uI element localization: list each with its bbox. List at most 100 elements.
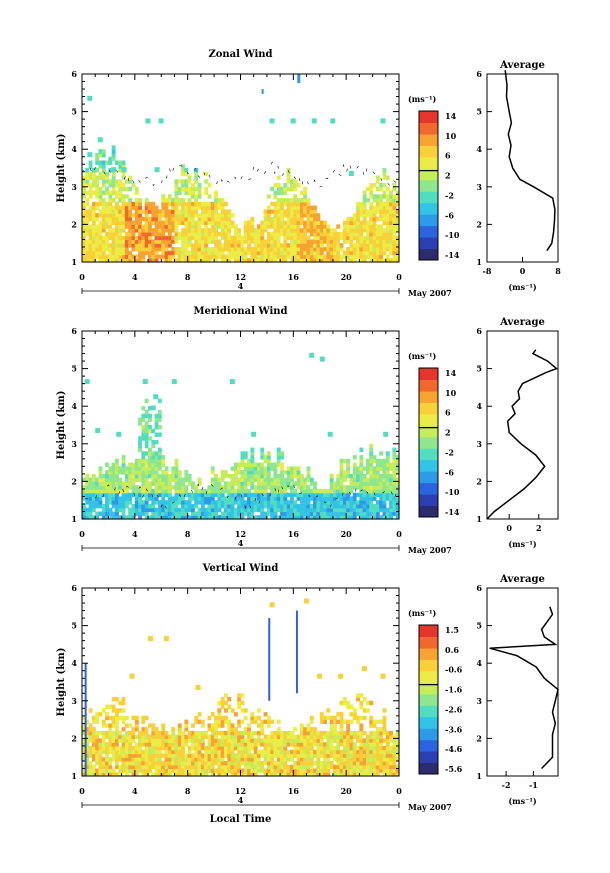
heatmap-cell [349,504,354,509]
heatmap-cell [144,764,149,770]
heatmap-cell [118,198,123,203]
heatmap-cell [181,216,185,222]
heatmap-cell [105,216,109,222]
heatmap-cell [115,757,119,762]
heatmap-cell [270,243,275,248]
heatmap-cell [224,742,228,747]
heatmap-cell [121,485,126,490]
heatmap-cell [204,753,209,758]
heatmap-cell [121,515,126,520]
heatmap-cell [108,231,113,237]
heatmap-cell [111,772,116,777]
heatmap-cell [151,220,156,225]
heatmap-cell [227,216,232,222]
heatmap-cell [243,254,248,259]
heatmap-cell [181,164,185,169]
heatmap-cell [105,213,109,218]
heatmap-cell [230,768,235,773]
heatmap-cell [124,500,129,505]
heatmap-cell [227,757,232,762]
heatmap-cell [299,258,304,263]
heatmap-cell [177,745,182,751]
heatmap-cell [372,757,377,762]
heatmap-cell [303,742,308,747]
heatmap-cell [181,488,185,494]
heatmap-cell [115,481,119,486]
heatmap-cell [181,209,185,214]
heatmap-cell [339,485,344,490]
heatmap-cell [356,254,360,259]
heatmap-cell [280,190,284,195]
heatmap-cell [369,458,374,464]
heatmap-cell [88,175,93,180]
heatmap-cell [134,254,139,259]
heatmap-cell [306,254,311,259]
heatmap-cell [124,496,129,501]
heatmap-cell [138,470,142,475]
colorbar-label: -6 [445,210,454,220]
heatmap-cell [339,515,344,520]
heatmap-cell [382,171,387,177]
colorbar-label: -14 [445,250,460,260]
heatmap-cell [326,734,331,739]
heatmap-cell [333,715,337,721]
heatmap-cell [230,235,235,241]
heatmap-cell [273,190,278,195]
heatmap-cell [227,745,232,751]
heatmap-cell [326,764,331,770]
heatmap-cell [108,772,113,777]
y-axis-label: Height (km) [56,391,67,460]
heatmap-cell [167,481,172,486]
heatmap-cell [392,764,397,770]
heatmap-cell [167,250,172,256]
heatmap-cell [299,492,304,498]
heatmap-cell [230,481,235,486]
heatmap-cell [372,511,377,516]
heatmap-cell [382,209,387,214]
heatmap-cell [177,738,182,743]
x-tick-label: 8 [185,529,191,539]
heatmap-cell [207,254,212,259]
heatmap-cell [161,507,166,513]
heatmap-cell [121,511,126,516]
heatmap-cell [98,186,103,192]
heatmap-cell [85,183,90,188]
heatmap-cell [194,175,199,180]
heatmap-cell [108,247,113,252]
heatmap-cell [184,179,189,184]
heatmap-cell [144,440,149,445]
heatmap-cell [214,228,218,233]
heatmap-cell [306,515,311,520]
heatmap-cell [121,171,126,177]
heatmap-cell [283,745,288,751]
heatmap-cell [144,458,149,464]
heatmap-cell [85,492,90,498]
heatmap-cell [194,753,199,758]
heatmap-cell [290,730,294,736]
heatmap-cell [266,231,271,237]
heatmap-cell [105,462,109,467]
heatmap-cell [372,183,377,188]
heatmap-cell [197,745,202,751]
heatmap-cell [266,764,271,770]
heatmap-cell [329,485,334,490]
heatmap-cell [200,231,205,237]
y-tick-label: 2 [71,219,77,229]
heatmap-cell [395,764,400,770]
heatmap-cell [369,250,374,256]
heatmap-cell [191,730,195,736]
heatmap-cell [184,477,189,482]
heatmap-cell [121,753,126,758]
heatmap-cell [138,768,142,773]
heatmap-cell [250,258,255,263]
heatmap-cell [293,772,298,777]
heatmap-cell [88,727,93,732]
heatmap-cell [194,496,199,501]
heatmap-cell [260,768,265,773]
heatmap-cell [141,727,146,732]
heatmap-cell [131,753,136,758]
heatmap-cell [233,768,238,773]
heatmap-cell [382,730,387,736]
heatmap-cell [151,205,156,210]
heatmap-cell [352,243,357,248]
